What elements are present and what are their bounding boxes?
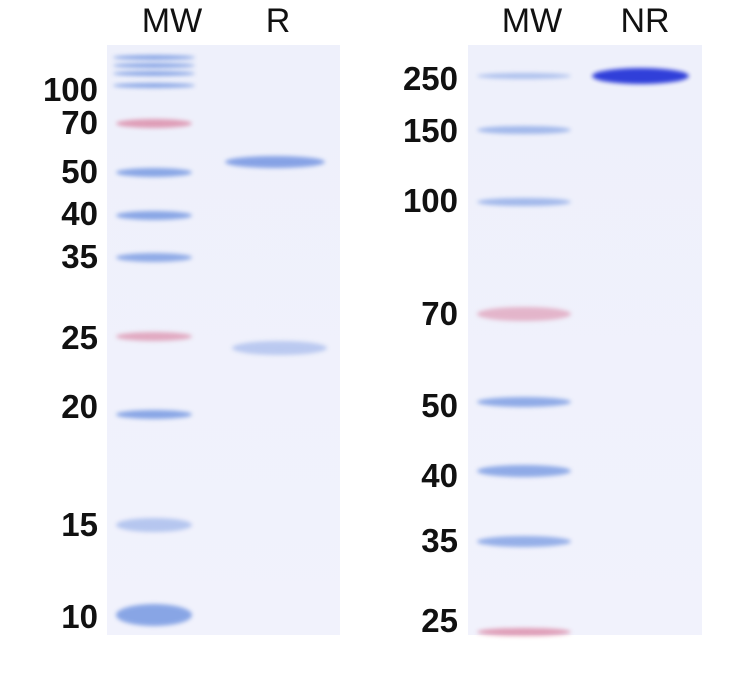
marker-band [116, 167, 192, 177]
marker-band [116, 210, 192, 220]
marker-band [477, 628, 571, 636]
marker-band [113, 54, 195, 60]
marker-band [116, 604, 192, 626]
marker-band [477, 198, 571, 206]
marker-band [116, 518, 192, 532]
marker-label-left: 40 [61, 195, 98, 232]
marker-label-right: 150 [402, 112, 458, 149]
marker-band [477, 307, 571, 321]
marker-label-right: 250 [402, 60, 458, 97]
lane-header-mw-left: MW [141, 2, 203, 40]
sample-band-light-chain [232, 341, 327, 355]
marker-label-left: 35 [61, 238, 98, 275]
marker-label-left: 25 [61, 319, 98, 356]
marker-band [116, 409, 192, 419]
marker-label-left: 15 [61, 506, 98, 543]
marker-label-right: 100 [402, 182, 458, 219]
marker-band [113, 70, 195, 76]
marker-band [477, 397, 571, 407]
marker-label-right: 35 [421, 522, 458, 559]
marker-band [116, 118, 192, 128]
marker-label-left: 10 [61, 598, 98, 635]
lane-header-mw-right: MW [501, 2, 563, 40]
marker-label-right: 50 [421, 387, 458, 424]
marker-band [477, 535, 571, 547]
sample-band-nonreduced [592, 68, 689, 84]
sample-band-heavy-chain [225, 156, 325, 168]
marker-band [116, 252, 192, 262]
marker-band [477, 126, 571, 134]
marker-label-right: 70 [421, 295, 458, 332]
marker-label-right: 25 [421, 602, 458, 639]
marker-band [116, 331, 192, 341]
marker-band [477, 73, 571, 79]
marker-label-left: 20 [61, 388, 98, 425]
marker-label-left: 70 [61, 104, 98, 141]
lane-header-nr: NR [620, 2, 670, 40]
marker-label-left: 50 [61, 153, 98, 190]
marker-band [477, 465, 571, 477]
marker-label-left: 100 [42, 71, 98, 108]
marker-band [113, 82, 195, 88]
lane-header-r: R [265, 2, 291, 40]
marker-label-right: 40 [421, 457, 458, 494]
marker-band [113, 62, 195, 68]
